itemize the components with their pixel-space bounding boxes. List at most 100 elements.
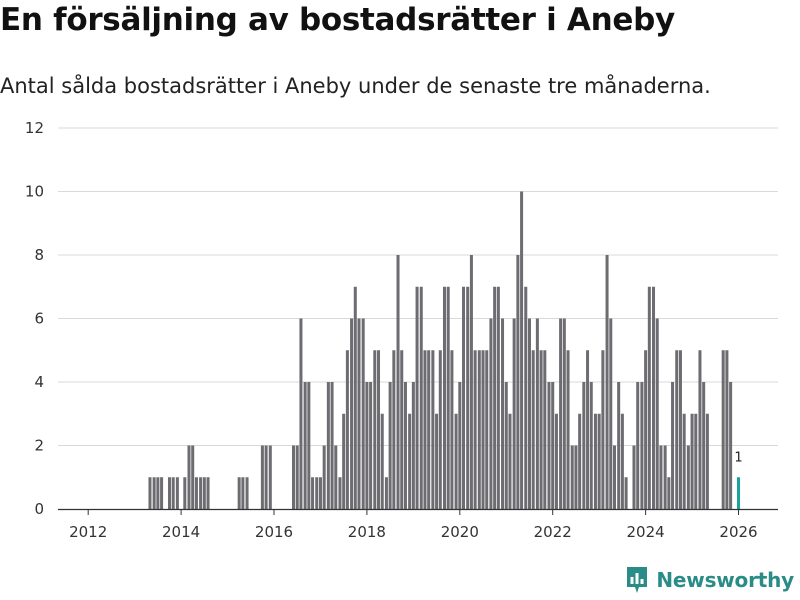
bar	[206, 477, 210, 509]
bar	[543, 350, 547, 509]
bar	[454, 413, 458, 509]
annotations: 1	[733, 449, 744, 467]
x-tick-label: 2016	[255, 523, 293, 541]
bar	[527, 318, 531, 509]
y-tick-label: 4	[34, 373, 44, 391]
bar	[469, 255, 473, 509]
bar	[636, 382, 640, 509]
bar	[496, 286, 500, 509]
bar	[504, 382, 508, 509]
y-tick-label: 12	[25, 119, 44, 137]
x-tick-label: 2012	[69, 523, 107, 541]
bar	[489, 318, 493, 509]
bar	[705, 413, 709, 509]
bar	[357, 318, 361, 509]
bar	[694, 413, 698, 509]
bar	[524, 286, 528, 509]
bar	[241, 477, 245, 509]
bar	[334, 445, 338, 509]
bar	[438, 350, 442, 509]
bar	[299, 318, 303, 509]
bar	[652, 286, 656, 509]
bar	[442, 286, 446, 509]
bar	[167, 477, 171, 509]
bar	[408, 413, 412, 509]
bar	[292, 445, 296, 509]
bar-latest	[737, 477, 741, 509]
bar	[466, 286, 470, 509]
y-tick-label: 10	[25, 183, 44, 201]
bar	[338, 477, 342, 509]
bar	[403, 382, 407, 509]
bar	[624, 477, 628, 509]
bar	[570, 445, 574, 509]
bar	[446, 286, 450, 509]
bar	[450, 350, 454, 509]
bar	[617, 382, 621, 509]
bar	[171, 477, 175, 509]
bar	[686, 445, 690, 509]
bar	[458, 382, 462, 509]
bar	[311, 477, 315, 509]
bar	[551, 382, 555, 509]
x-tick-label: 2024	[627, 523, 665, 541]
bar	[199, 477, 203, 509]
bar	[431, 350, 435, 509]
bar	[427, 350, 431, 509]
bar	[547, 382, 551, 509]
bar	[148, 477, 152, 509]
bar	[315, 477, 319, 509]
bar	[535, 318, 539, 509]
bar	[612, 445, 616, 509]
bar	[632, 445, 636, 509]
bar	[264, 445, 268, 509]
bar	[330, 382, 334, 509]
x-tick-label: 2014	[162, 523, 200, 541]
bar	[690, 413, 694, 509]
bar	[702, 382, 706, 509]
brand-name: Newsworthy	[656, 568, 794, 592]
bar	[419, 286, 423, 509]
y-tick-label: 6	[34, 310, 44, 328]
x-tick-label: 2020	[441, 523, 479, 541]
bar	[423, 350, 427, 509]
bar	[554, 413, 558, 509]
bar	[640, 382, 644, 509]
bar	[574, 445, 578, 509]
bar	[516, 255, 520, 509]
bar	[520, 191, 524, 509]
bar	[462, 286, 466, 509]
bar	[609, 318, 613, 509]
bar	[566, 350, 570, 509]
bar	[411, 382, 415, 509]
bar	[361, 318, 365, 509]
bar	[698, 350, 702, 509]
y-tick-label: 8	[34, 246, 44, 264]
bar	[392, 350, 396, 509]
bar	[388, 382, 392, 509]
bar	[481, 350, 485, 509]
bar	[384, 477, 388, 509]
bar	[194, 477, 198, 509]
bar	[473, 350, 477, 509]
bar	[369, 382, 373, 509]
bar	[322, 445, 326, 509]
bar	[493, 286, 497, 509]
bar	[373, 350, 377, 509]
bar	[593, 413, 597, 509]
bars	[148, 191, 741, 509]
bar	[303, 382, 307, 509]
bar	[644, 350, 648, 509]
bar	[531, 350, 535, 509]
bar	[365, 382, 369, 509]
y-tick-label: 0	[34, 500, 44, 518]
y-tick-label: 2	[34, 437, 44, 455]
bar	[245, 477, 249, 509]
bar	[601, 350, 605, 509]
axes: 0 2 4 6 8 10 12 2012 2014 2016 2018 2020 2022 2024 202…	[25, 119, 778, 541]
bar	[655, 318, 659, 509]
bar	[380, 413, 384, 509]
bar	[678, 350, 682, 509]
bar	[620, 413, 624, 509]
